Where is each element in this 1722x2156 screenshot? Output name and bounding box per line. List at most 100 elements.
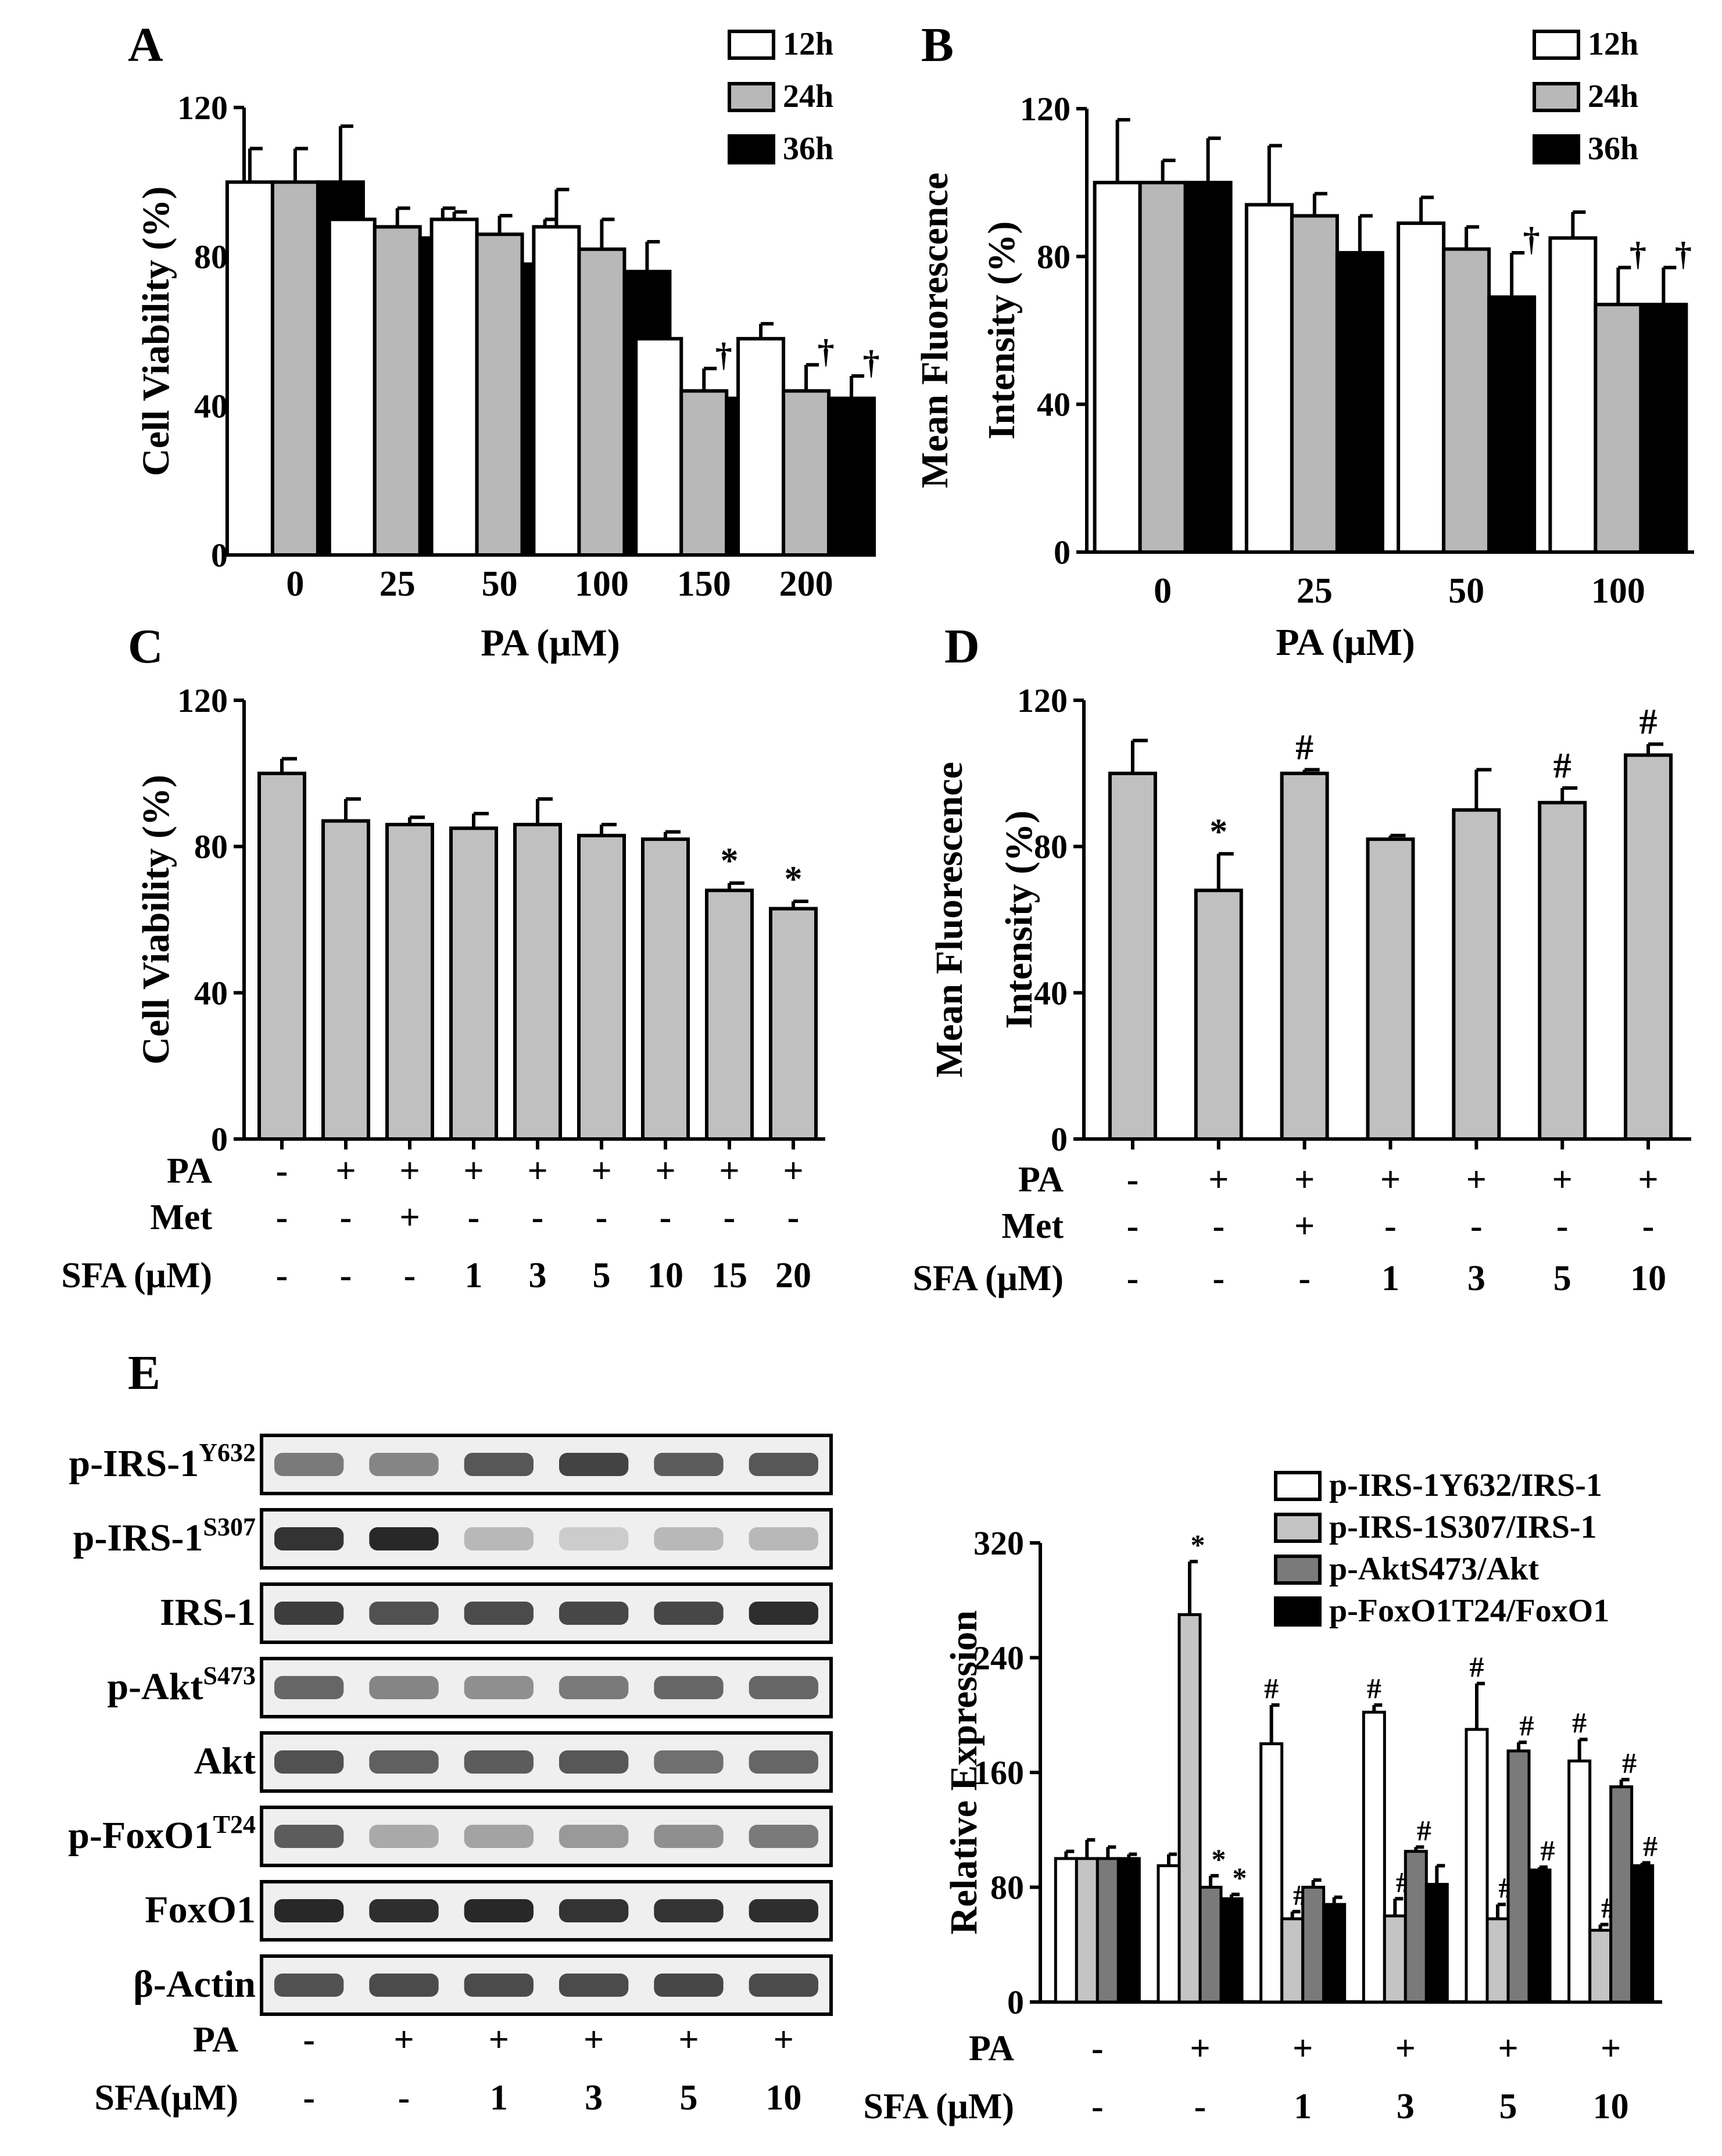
condition-value: -: [1194, 2087, 1207, 2126]
legend-label: 24h: [1588, 78, 1638, 114]
bar: [321, 819, 370, 1141]
condition-value: +: [1638, 1160, 1658, 1199]
blot-band: [369, 1750, 439, 1774]
blot-protein-name: p-IRS-1: [73, 1517, 203, 1559]
significance-mark: *: [1212, 1843, 1226, 1875]
legend-label: p-IRS-1S307/IRS-1: [1329, 1509, 1597, 1545]
blot-band: [464, 1602, 534, 1625]
y-axis-label: Mean Fluorescence: [914, 173, 956, 488]
condition-value: +: [591, 1151, 611, 1191]
legend-label: 36h: [783, 131, 833, 167]
significance-mark: #: [1470, 1650, 1484, 1683]
legend-label: p-AktS473/Akt: [1329, 1551, 1539, 1587]
condition-label: Met: [1001, 1206, 1064, 1246]
condition-label: PA: [969, 2029, 1014, 2068]
condition-value: 5: [1553, 1259, 1571, 1298]
bar: [1244, 203, 1294, 554]
condition-value: -: [1127, 1259, 1139, 1298]
legend-swatch: [1533, 134, 1580, 164]
blot-band: [749, 1825, 818, 1848]
blot-band: [369, 1974, 439, 1997]
legend-swatch: [728, 134, 775, 164]
bar: [1290, 214, 1339, 554]
bar: [373, 225, 422, 557]
blot-band: [369, 1453, 439, 1476]
bar: [1301, 1886, 1326, 2004]
y-tick-label: 320: [973, 1524, 1024, 1562]
bar: [1138, 181, 1187, 554]
condition-value: -: [340, 1256, 352, 1295]
condition-value: +: [774, 2020, 794, 2060]
blot-band: [274, 1676, 344, 1699]
bar: [1219, 1897, 1244, 2004]
blot-strip: [260, 1731, 833, 1793]
blot-band: [559, 1602, 629, 1625]
blot-band: [654, 1527, 724, 1550]
bar: [1259, 1742, 1284, 2004]
bar: [1362, 1710, 1386, 2004]
y-tick-label: 80: [194, 828, 228, 866]
condition-value: -: [468, 1198, 480, 1237]
condition-value: -: [398, 2078, 410, 2118]
chart-d: D 0 40 80 120 * # # # Mean Fluorescence Intensity …: [912, 619, 1691, 1298]
bar: [769, 907, 818, 1141]
bar: [1108, 771, 1157, 1141]
bar: [782, 389, 831, 557]
blot-band: [274, 1527, 344, 1550]
y-tick-label: 80: [194, 238, 228, 276]
condition-value: -: [1556, 1206, 1569, 1246]
y-tick-label: 80: [990, 1869, 1024, 1907]
blot-strip: [260, 1806, 833, 1867]
blot-band: [654, 1453, 724, 1476]
y-axis-label: Mean Fluorescence: [928, 762, 971, 1077]
panel-label: E: [128, 1346, 160, 1400]
condition-value: 20: [775, 1256, 811, 1295]
chart-b: B 0 40 80 120 0 25 † 50 † † 100 PA (μM) Mean Fluoresc…: [914, 18, 1694, 664]
panel-label: C: [128, 619, 163, 674]
legend-swatch: [1274, 1555, 1322, 1585]
condition-label: PA: [167, 1151, 212, 1191]
condition-value: -: [1470, 1206, 1483, 1246]
condition-value: 10: [765, 2078, 801, 2118]
bar: [1609, 1785, 1634, 2004]
significance-mark: #: [1541, 1834, 1555, 1867]
blot-band: [464, 1676, 534, 1699]
bar: [1280, 1917, 1305, 2004]
condition-value: -: [276, 1151, 288, 1191]
x-tick-label: 50: [1448, 571, 1484, 611]
condition-value: +: [399, 1198, 420, 1237]
bar: [577, 833, 626, 1141]
bar: [1096, 1857, 1120, 2004]
blot-protein-name: p-IRS-1: [69, 1442, 199, 1485]
y-axis-label: Intensity (%): [980, 221, 1023, 440]
significance-mark: †: [818, 332, 835, 370]
y-tick-label: 80: [1034, 828, 1068, 866]
y-tick-label: 120: [1020, 90, 1071, 128]
x-tick-label: 100: [575, 564, 629, 604]
significance-mark: †: [1523, 220, 1540, 258]
condition-value: 3: [529, 1256, 547, 1295]
panel-label: D: [944, 619, 980, 674]
bar: [257, 771, 306, 1141]
blot-band: [749, 1676, 818, 1699]
condition-value: 10: [1593, 2087, 1629, 2126]
blot-band: [369, 1527, 439, 1550]
bar: [827, 396, 876, 557]
blot-protein-name: FoxO1: [145, 1889, 256, 1931]
condition-label: SFA(μM): [95, 2078, 239, 2118]
condition-value: 15: [711, 1256, 747, 1295]
bar: [327, 217, 377, 557]
condition-label: PA: [193, 2020, 238, 2060]
blot-row-label: p-FoxO1T24: [68, 1810, 256, 1857]
condition-value: -: [596, 1198, 608, 1237]
y-tick-label: 0: [211, 536, 228, 574]
blot-row-label: β-Actin: [133, 1963, 256, 2005]
condition-value: +: [1466, 1160, 1487, 1199]
blot-band: [274, 1974, 344, 1997]
bar: [513, 822, 562, 1141]
x-tick-label: 200: [779, 564, 833, 604]
blot-strip: [260, 1880, 833, 1942]
blot-site-superscript: S473: [203, 1661, 256, 1690]
blot-band: [654, 1899, 724, 1922]
condition-value: -: [303, 2078, 315, 2118]
